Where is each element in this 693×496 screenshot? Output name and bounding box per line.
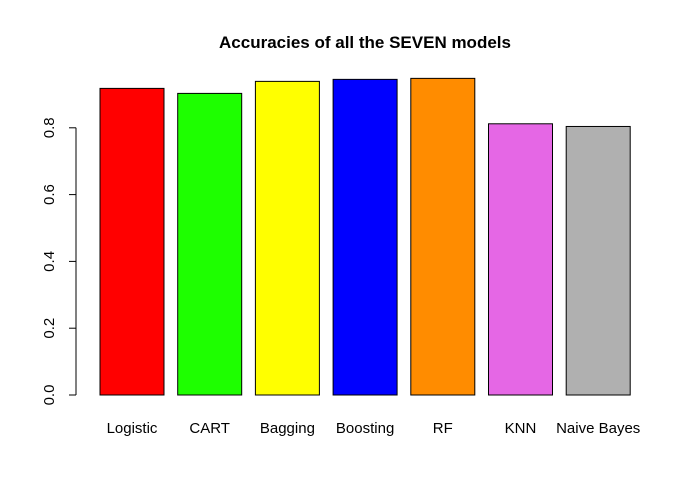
x-category-label: CART bbox=[189, 420, 230, 437]
x-category-label: Logistic bbox=[107, 420, 158, 437]
x-category-label: KNN bbox=[505, 420, 537, 437]
bar-rf bbox=[410, 77, 476, 396]
bars-group bbox=[99, 77, 631, 396]
chart-title: Accuracies of all the SEVEN models bbox=[219, 33, 511, 52]
y-tick-label: 0.4 bbox=[41, 251, 58, 272]
y-tick-label: 0.8 bbox=[41, 117, 58, 138]
bar-bagging bbox=[254, 80, 320, 396]
y-tick-label: 0.6 bbox=[41, 184, 58, 205]
x-category-label: Bagging bbox=[260, 420, 315, 437]
bar-logistic bbox=[99, 87, 165, 396]
bar-cart bbox=[177, 92, 243, 396]
x-category-label: RF bbox=[433, 420, 453, 437]
y-tick-label: 0.2 bbox=[41, 318, 58, 339]
bar-naive-bayes bbox=[565, 125, 631, 396]
x-category-label: Naive Bayes bbox=[556, 420, 640, 437]
y-axis: 0.0 0.2 0.4 0.6 0.8 bbox=[41, 117, 77, 406]
category-labels: Logistic CART Bagging Boosting RF KNN Naive Ba… bbox=[107, 420, 641, 437]
bar-boosting bbox=[332, 78, 398, 396]
x-category-label: Boosting bbox=[336, 420, 394, 437]
bar-knn bbox=[488, 123, 553, 396]
y-tick-label: 0.0 bbox=[41, 385, 58, 406]
